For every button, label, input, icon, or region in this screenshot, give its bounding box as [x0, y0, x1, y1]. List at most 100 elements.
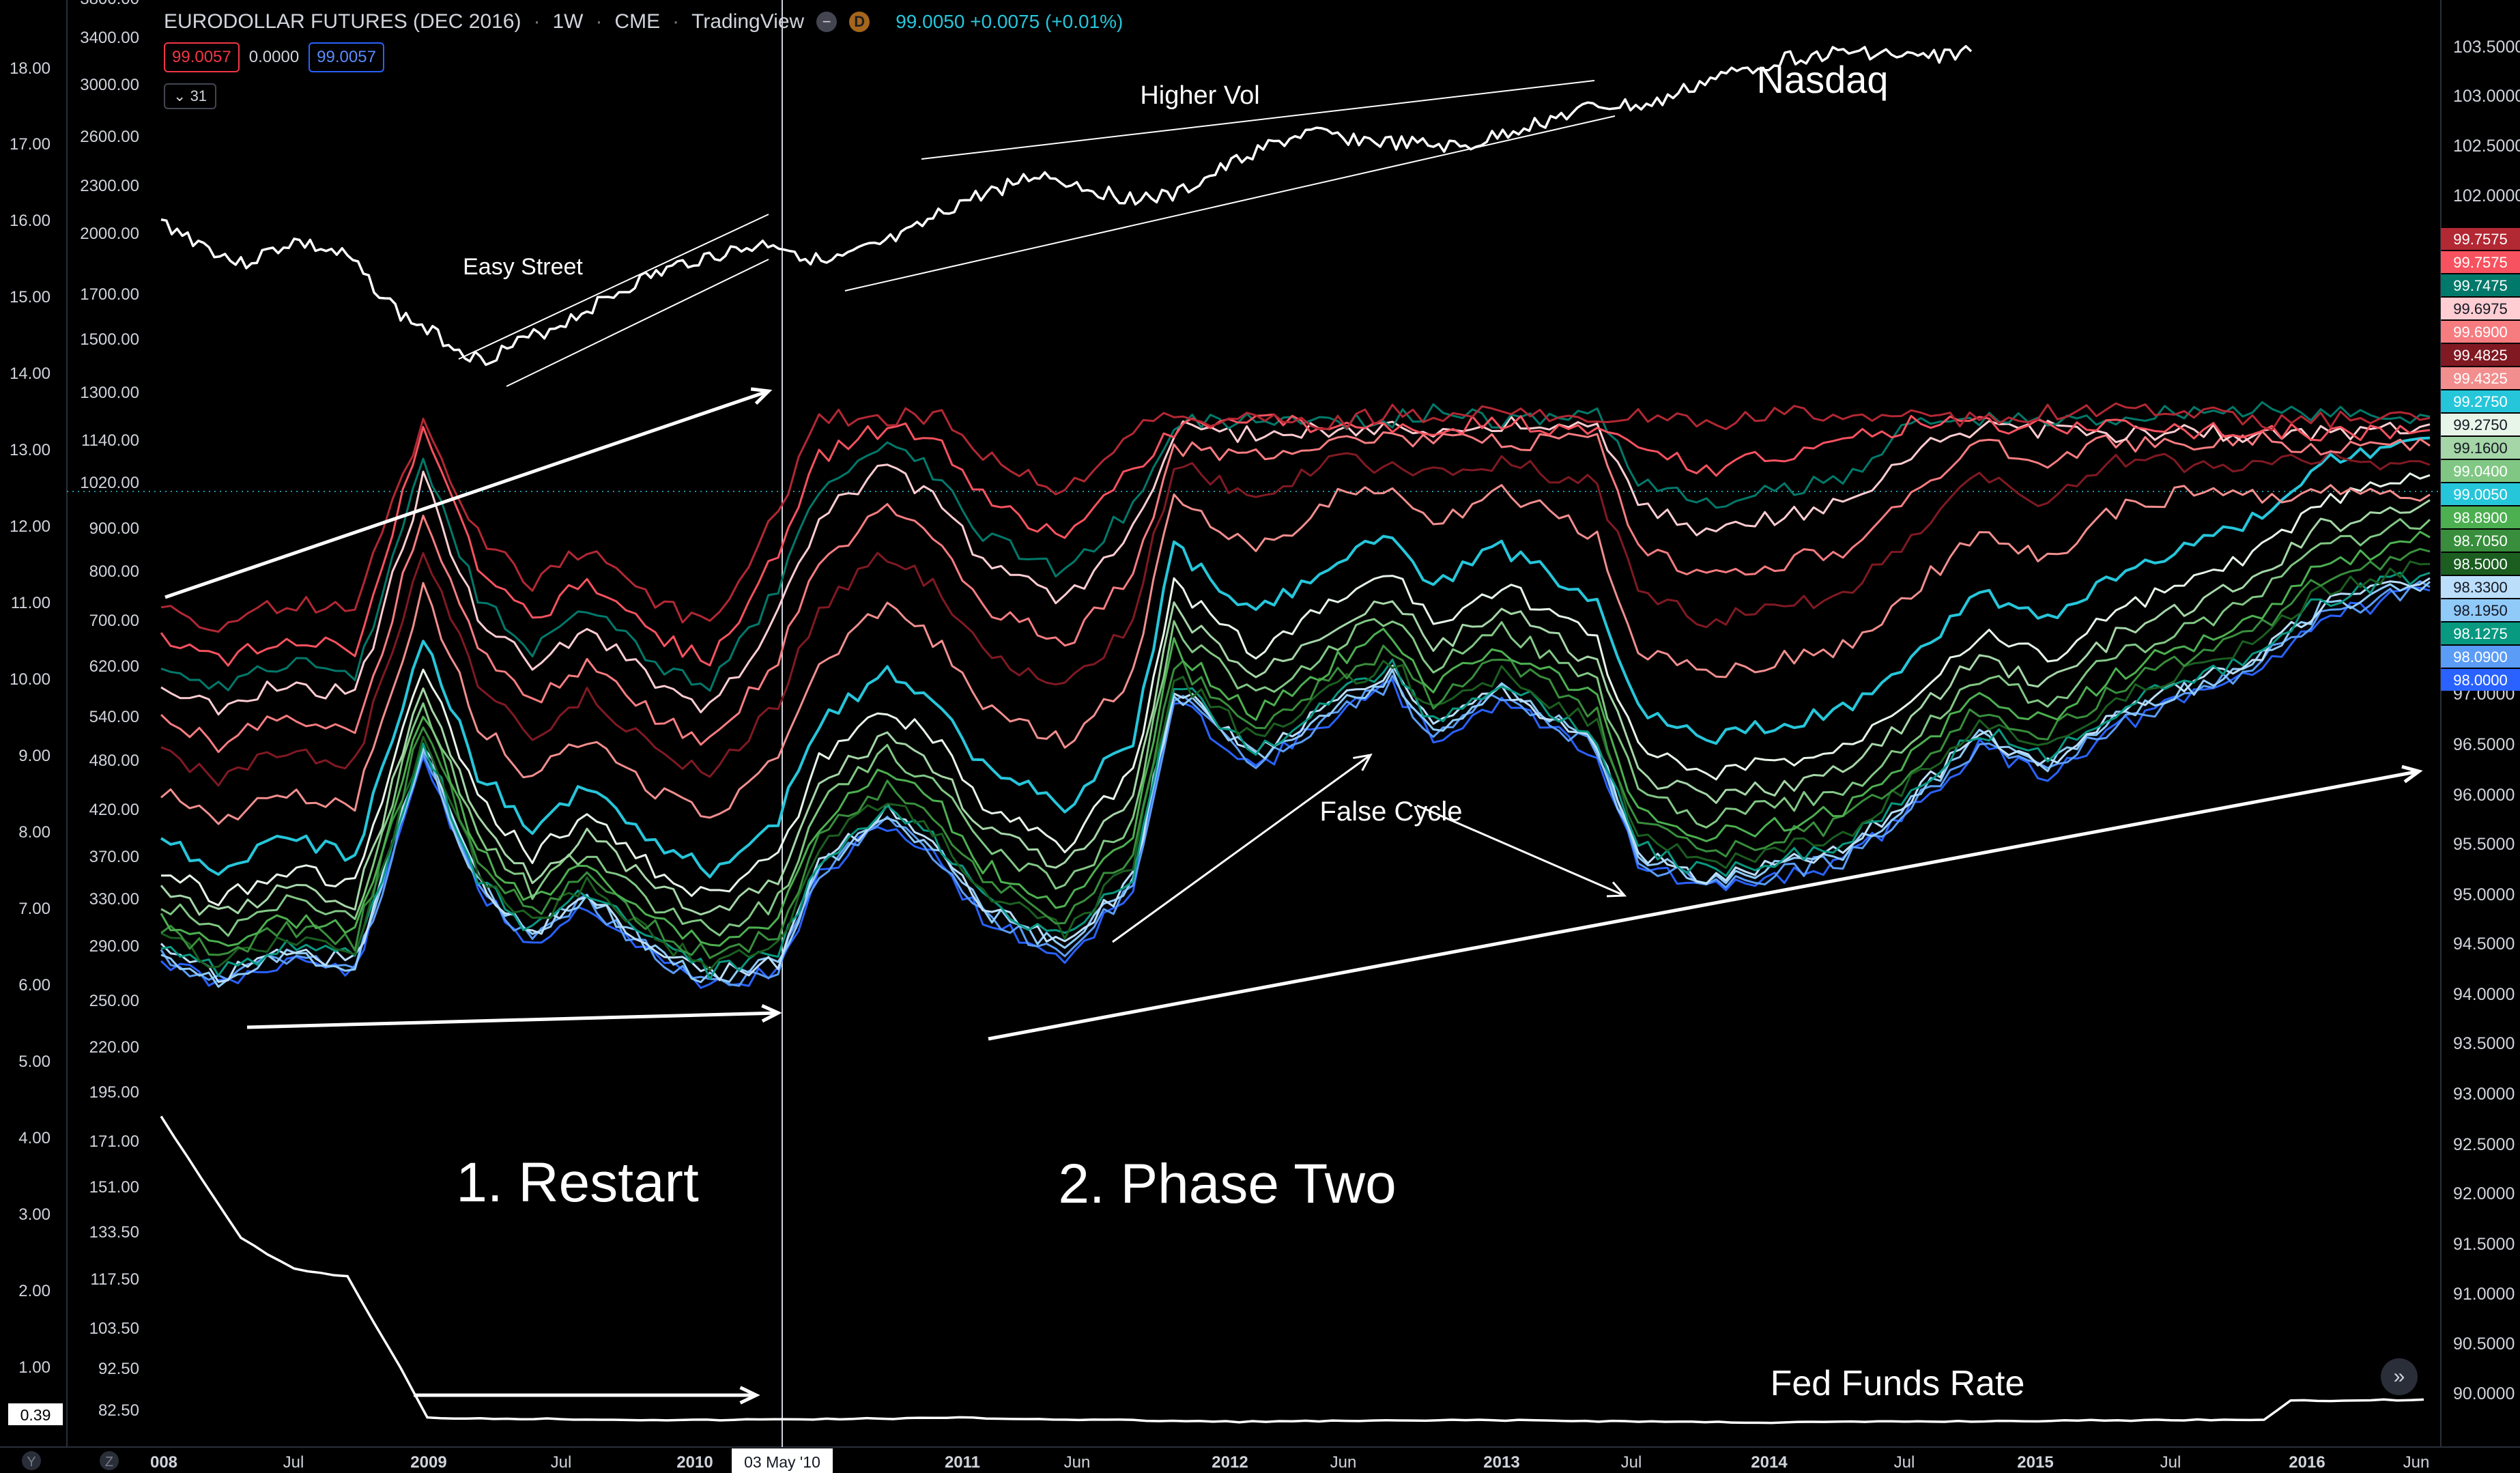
- spread-value: 0.0000: [248, 48, 300, 66]
- price-tag: [2441, 576, 2520, 598]
- right-tick: 103.5000: [2453, 38, 2520, 57]
- left-inner-tick: 103.50: [89, 1319, 139, 1338]
- left-outer-tick: 10.00: [10, 670, 51, 689]
- phase-two-trend-arrow-head: [2401, 764, 2423, 784]
- left-inner-tick: 2000.00: [80, 225, 139, 243]
- price-tag: [2441, 483, 2520, 505]
- price-tag: [2441, 646, 2520, 668]
- false-cycle-down-arrow: [1416, 804, 1625, 897]
- fed-funds-flat-arrow-head: [739, 1386, 760, 1405]
- delayed-data-icon[interactable]: D: [849, 12, 870, 32]
- right-tick: 91.5000: [2453, 1235, 2515, 1254]
- nasdaq-line: [160, 44, 1973, 367]
- time-tick: Jul: [1621, 1453, 1642, 1472]
- higher-vol-lower-channel: [844, 115, 1616, 291]
- left-inner-tick: 195.00: [89, 1083, 139, 1102]
- indicator-count: 31: [190, 87, 207, 104]
- price-tag: [2441, 390, 2520, 412]
- price-tag: [2441, 599, 2520, 621]
- price-tag-label: 99.7475: [2453, 277, 2508, 294]
- eurodollar-contract-line: [160, 580, 2431, 987]
- crosshair-date-label: 03 May '10: [744, 1453, 820, 1471]
- eurodollar-contract-line: [160, 547, 2431, 959]
- left-inner-tick: 2300.00: [80, 177, 139, 195]
- time-tick: Jun: [2403, 1453, 2430, 1472]
- price-tag: [2441, 553, 2520, 575]
- left-inner-tick: 220.00: [89, 1038, 139, 1057]
- false-cycle-up-arrow-head: [1353, 753, 1373, 771]
- axis-button-label: Z: [105, 1455, 113, 1470]
- restart-label: 1. Restart: [456, 1152, 699, 1214]
- price-tag-label: 99.4325: [2453, 370, 2508, 387]
- left-outer-tick: 2.00: [18, 1282, 51, 1300]
- price-tag-label: 99.2750: [2453, 393, 2508, 410]
- plot-area[interactable]: [67, 0, 2441, 1447]
- axis-button[interactable]: [22, 1451, 41, 1470]
- nasdaq-label: Nasdaq: [1756, 58, 1888, 101]
- left-inner-tick: 117.50: [90, 1270, 139, 1289]
- left-inner-tick: 370.00: [89, 848, 139, 866]
- time-tick: 2010: [676, 1453, 713, 1472]
- crosshair-date-tag: [732, 1448, 833, 1473]
- minus-icon[interactable]: −: [816, 12, 837, 32]
- left-outer-tick: 11.00: [11, 594, 51, 612]
- left-outer-tick: 14.00: [10, 364, 51, 383]
- fed-funds-current-tag: [8, 1403, 63, 1425]
- right-tick: 96.0000: [2453, 786, 2515, 805]
- false-cycle-label: False Cycle: [1320, 797, 1463, 827]
- price-tag: [2441, 274, 2520, 296]
- time-tick: Jul: [1894, 1453, 1915, 1472]
- time-tick: Jul: [551, 1453, 572, 1472]
- eurodollar-contract-line: [160, 413, 2431, 667]
- left-axis-fed-funds: 18.00 17.00 16.00 15.00 14.00 13.00 12.00 11.00…: [0, 0, 68, 1473]
- fed-funds-label: Fed Funds Rate: [1771, 1364, 2025, 1403]
- axis-button[interactable]: [100, 1451, 119, 1470]
- price-tag: [2441, 460, 2520, 482]
- price-tag: [2441, 437, 2520, 459]
- time-tick: 2009: [410, 1453, 446, 1472]
- buy-button[interactable]: 99.0057: [309, 42, 384, 72]
- price-tag-label: 98.3300: [2453, 579, 2508, 596]
- left-inner-tick: 92.50: [98, 1360, 139, 1378]
- eurodollar-contract-line: [160, 472, 2431, 906]
- left-inner-tick: 82.50: [98, 1401, 139, 1420]
- price-tag: [2441, 321, 2520, 343]
- price-tag-label: 98.1275: [2453, 625, 2508, 642]
- right-tick: 95.5000: [2453, 835, 2515, 854]
- left-inner-tick: 3000.00: [80, 76, 139, 94]
- eurodollar-contract-line: [160, 484, 2431, 825]
- left-inner-tick: 1140.00: [81, 431, 139, 450]
- price-tag-label: 98.1950: [2453, 602, 2508, 619]
- left-inner-tick: 420.00: [89, 801, 139, 819]
- right-tick: 103.0000: [2453, 87, 2520, 106]
- left-inner-tick: 290.00: [89, 937, 139, 956]
- right-tick: 96.5000: [2453, 735, 2515, 754]
- left-outer-tick: 17.00: [10, 135, 51, 154]
- left-outer-tick: 7.00: [18, 900, 51, 918]
- left-inner-tick: 171.00: [89, 1132, 139, 1151]
- price-tag-label: 99.4825: [2453, 347, 2508, 364]
- left-outer-tick: 6.00: [18, 976, 51, 995]
- price-tag-label: 99.7575: [2453, 231, 2508, 248]
- left-inner-tick: 330.00: [89, 890, 139, 909]
- annotations: Easy Street Higher Vol Nasdaq False Cycle 1.…: [164, 58, 2423, 1405]
- right-tick: 90.0000: [2453, 1384, 2515, 1403]
- false-cycle-down-arrow-head: [1606, 881, 1627, 898]
- eurodollar-contract-line: [160, 449, 2431, 787]
- scroll-to-realtime-button[interactable]: »: [2381, 1358, 2418, 1395]
- symbol-name[interactable]: EURODOLLAR FUTURES (DEC 2016): [164, 10, 521, 33]
- price-tag-label: 99.0400: [2453, 463, 2508, 480]
- price-tag: [2441, 228, 2520, 250]
- indicator-toggle-button[interactable]: ⌄ 31: [164, 83, 217, 109]
- time-tick: 2016: [2289, 1453, 2325, 1472]
- left-inner-tick: 1020.00: [80, 474, 139, 492]
- restart-flat-arrow-head: [761, 1004, 782, 1023]
- sell-button[interactable]: 99.0057: [164, 42, 240, 72]
- double-chevron-right-icon: »: [2393, 1365, 2405, 1388]
- fed-funds-line: [160, 1115, 2424, 1425]
- restart-up-arrow-head: [750, 387, 773, 405]
- interval[interactable]: 1W: [552, 10, 584, 33]
- eurodollar-contract-line: [160, 436, 2431, 878]
- right-tick: 93.0000: [2453, 1085, 2515, 1104]
